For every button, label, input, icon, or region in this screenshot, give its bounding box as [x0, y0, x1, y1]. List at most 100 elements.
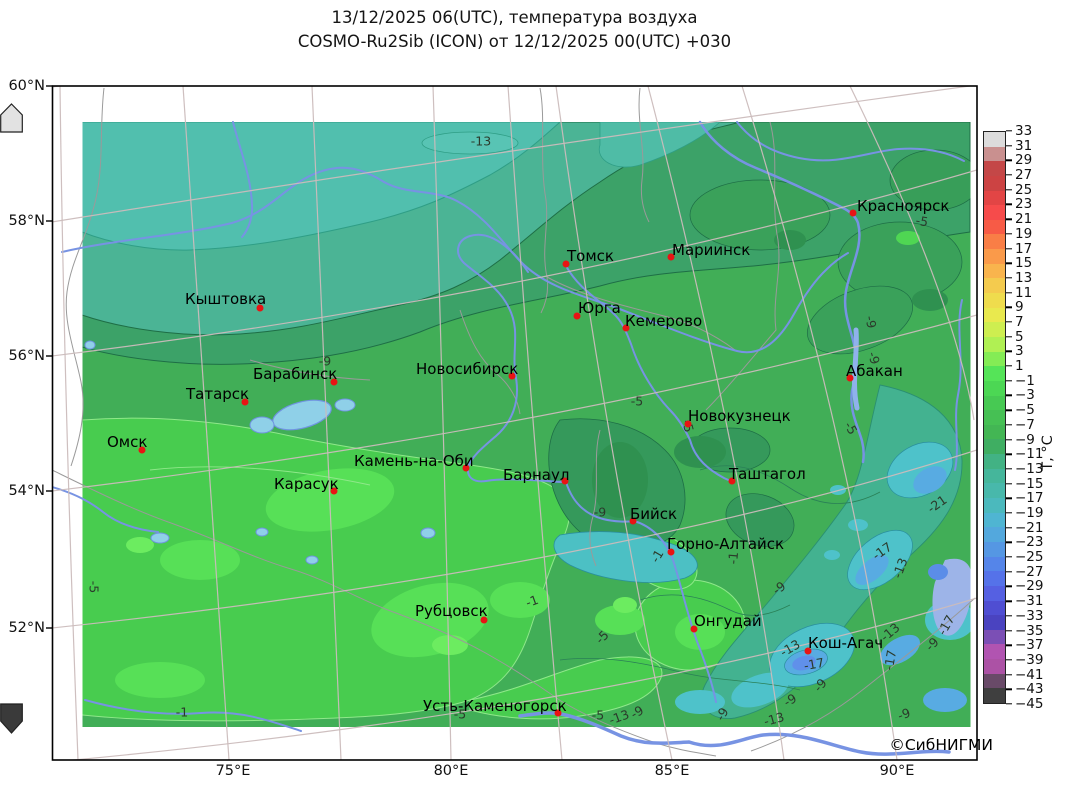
colorbar-tick — [1006, 394, 1012, 397]
city-label: Усть-Каменогорск — [423, 697, 567, 715]
colorbar-tick — [1006, 556, 1012, 558]
colorbar-segment — [984, 307, 1005, 323]
colorbar-over-arrow — [0, 103, 23, 133]
colorbar-tick — [1006, 659, 1012, 661]
lat-label: 52°N — [8, 620, 45, 636]
colorbar-tick — [1006, 571, 1012, 573]
city-marker — [256, 304, 264, 312]
city-marker — [330, 487, 338, 495]
colorbar-tick — [1006, 291, 1012, 294]
city-marker — [622, 324, 630, 332]
colorbar-tick — [1006, 247, 1012, 250]
colorbar-segment — [984, 161, 1005, 176]
colorbar-tick-label: 21 — [1015, 211, 1033, 228]
contour-label: -1 — [724, 551, 742, 565]
colorbar-tick-label: 31 — [1015, 137, 1033, 154]
colorbar-tick — [1006, 365, 1012, 367]
colorbar-tick — [1006, 144, 1012, 147]
lat-label: 54°N — [8, 483, 45, 499]
colorbar-tick — [1006, 453, 1012, 455]
colorbar-tick-label: 9 — [1015, 299, 1024, 316]
colorbar-tick — [1006, 233, 1012, 235]
contour-label: -9 — [593, 504, 607, 520]
colorbar-tick-label: 13 — [1015, 269, 1033, 286]
colorbar-tick-label: −31 — [1015, 593, 1044, 610]
title-line-1: 13/12/2025 06(UTC), температура воздуха — [331, 8, 698, 27]
contour-label: -9 — [862, 314, 880, 330]
colorbar-segment — [984, 366, 1005, 381]
colorbar-tick-label: −29 — [1015, 578, 1044, 595]
city-label: Камень-на-Оби — [354, 452, 474, 470]
colorbar-tick-label: −19 — [1015, 505, 1044, 521]
lat-label: 60°N — [8, 78, 45, 94]
colorbar-tick-label: −9 — [1015, 431, 1035, 448]
river-ob — [466, 377, 567, 483]
colorbar-tick — [1006, 615, 1012, 617]
colorbar-tick-label: −43 — [1015, 681, 1044, 698]
lon-label: 90°E — [879, 763, 915, 779]
city-label: Юрга — [578, 299, 621, 317]
colorbar-tick-label: −39 — [1015, 651, 1044, 668]
colorbar-tick-label: 11 — [1015, 284, 1033, 301]
colorbar-tick-label: 7 — [1015, 314, 1024, 330]
lon-label: 85°E — [654, 763, 690, 779]
colorbar-tick — [1006, 306, 1012, 308]
city-label: Кош-Агач — [808, 634, 884, 652]
colorbar-segment — [984, 483, 1005, 499]
colorbar-tick-label: −11 — [1015, 446, 1044, 463]
colorbar-tick-label: −1 — [1015, 372, 1035, 389]
colorbar-tick — [1006, 673, 1012, 676]
colorbar-tick-label: −35 — [1015, 622, 1044, 639]
colorbar-segment — [984, 351, 1005, 367]
colorbar-tick-label: −17 — [1015, 490, 1044, 507]
city-marker — [667, 548, 675, 556]
colorbar-tick — [1006, 159, 1012, 162]
city-label: Новокузнецк — [688, 407, 791, 425]
colorbar-segment — [984, 293, 1005, 308]
colorbar-segment — [984, 541, 1005, 557]
colorbar-tick — [1006, 526, 1012, 529]
colorbar-tick-label: −7 — [1015, 416, 1035, 433]
colorbar-tick — [1006, 541, 1012, 544]
lat-ticks — [46, 85, 53, 629]
city-marker — [849, 209, 857, 217]
city-marker — [573, 312, 581, 320]
colorbar-segment — [984, 278, 1005, 294]
colorbar-segment — [984, 146, 1005, 162]
colorbar-tick — [1006, 644, 1012, 646]
colorbar-tick — [1006, 629, 1012, 632]
colorbar-segment — [984, 132, 1005, 147]
colorbar-tick — [1006, 321, 1012, 323]
page-title: 13/12/2025 06(UTC), температура воздуха … — [52, 6, 977, 54]
city-label: Кыштовка — [185, 290, 267, 308]
lat-label: 58°N — [8, 213, 45, 229]
city-marker — [690, 625, 698, 633]
contour-label: -5 — [86, 580, 102, 594]
colorbar-tick-label: 5 — [1015, 328, 1024, 345]
graticule — [52, 86, 977, 760]
colorbar-tick — [1006, 189, 1012, 191]
colorbar-tick-label: 15 — [1015, 255, 1033, 272]
contour-label: -5 — [914, 212, 930, 230]
colorbar-tick — [1006, 203, 1012, 206]
colorbar-tick-label: −41 — [1015, 666, 1044, 683]
title-line-2: COSMO-Ru2Sib (ICON) от 12/12/2025 00(UTC… — [297, 32, 732, 51]
colorbar-segment — [984, 234, 1005, 250]
colorbar-tick-label: 33 — [1015, 123, 1033, 139]
city-marker — [562, 260, 570, 268]
colorbar-tick — [1006, 350, 1012, 353]
city-label: Красноярск — [857, 197, 950, 215]
colorbar-tick-label: 1 — [1015, 358, 1024, 375]
colorbar-segment — [984, 527, 1005, 542]
colorbar-tick — [1006, 703, 1012, 705]
colorbar-segment — [984, 498, 1005, 513]
contour-label: -9 — [318, 353, 332, 369]
city-marker — [728, 477, 736, 485]
colorbar-segment — [984, 688, 1005, 703]
colorbar-tick-label: −21 — [1015, 519, 1044, 536]
contour-label: -5 — [453, 706, 467, 722]
rivers — [52, 120, 965, 756]
colorbar-segment — [984, 454, 1005, 469]
colorbar-segment — [984, 585, 1005, 601]
city-marker — [846, 374, 854, 382]
